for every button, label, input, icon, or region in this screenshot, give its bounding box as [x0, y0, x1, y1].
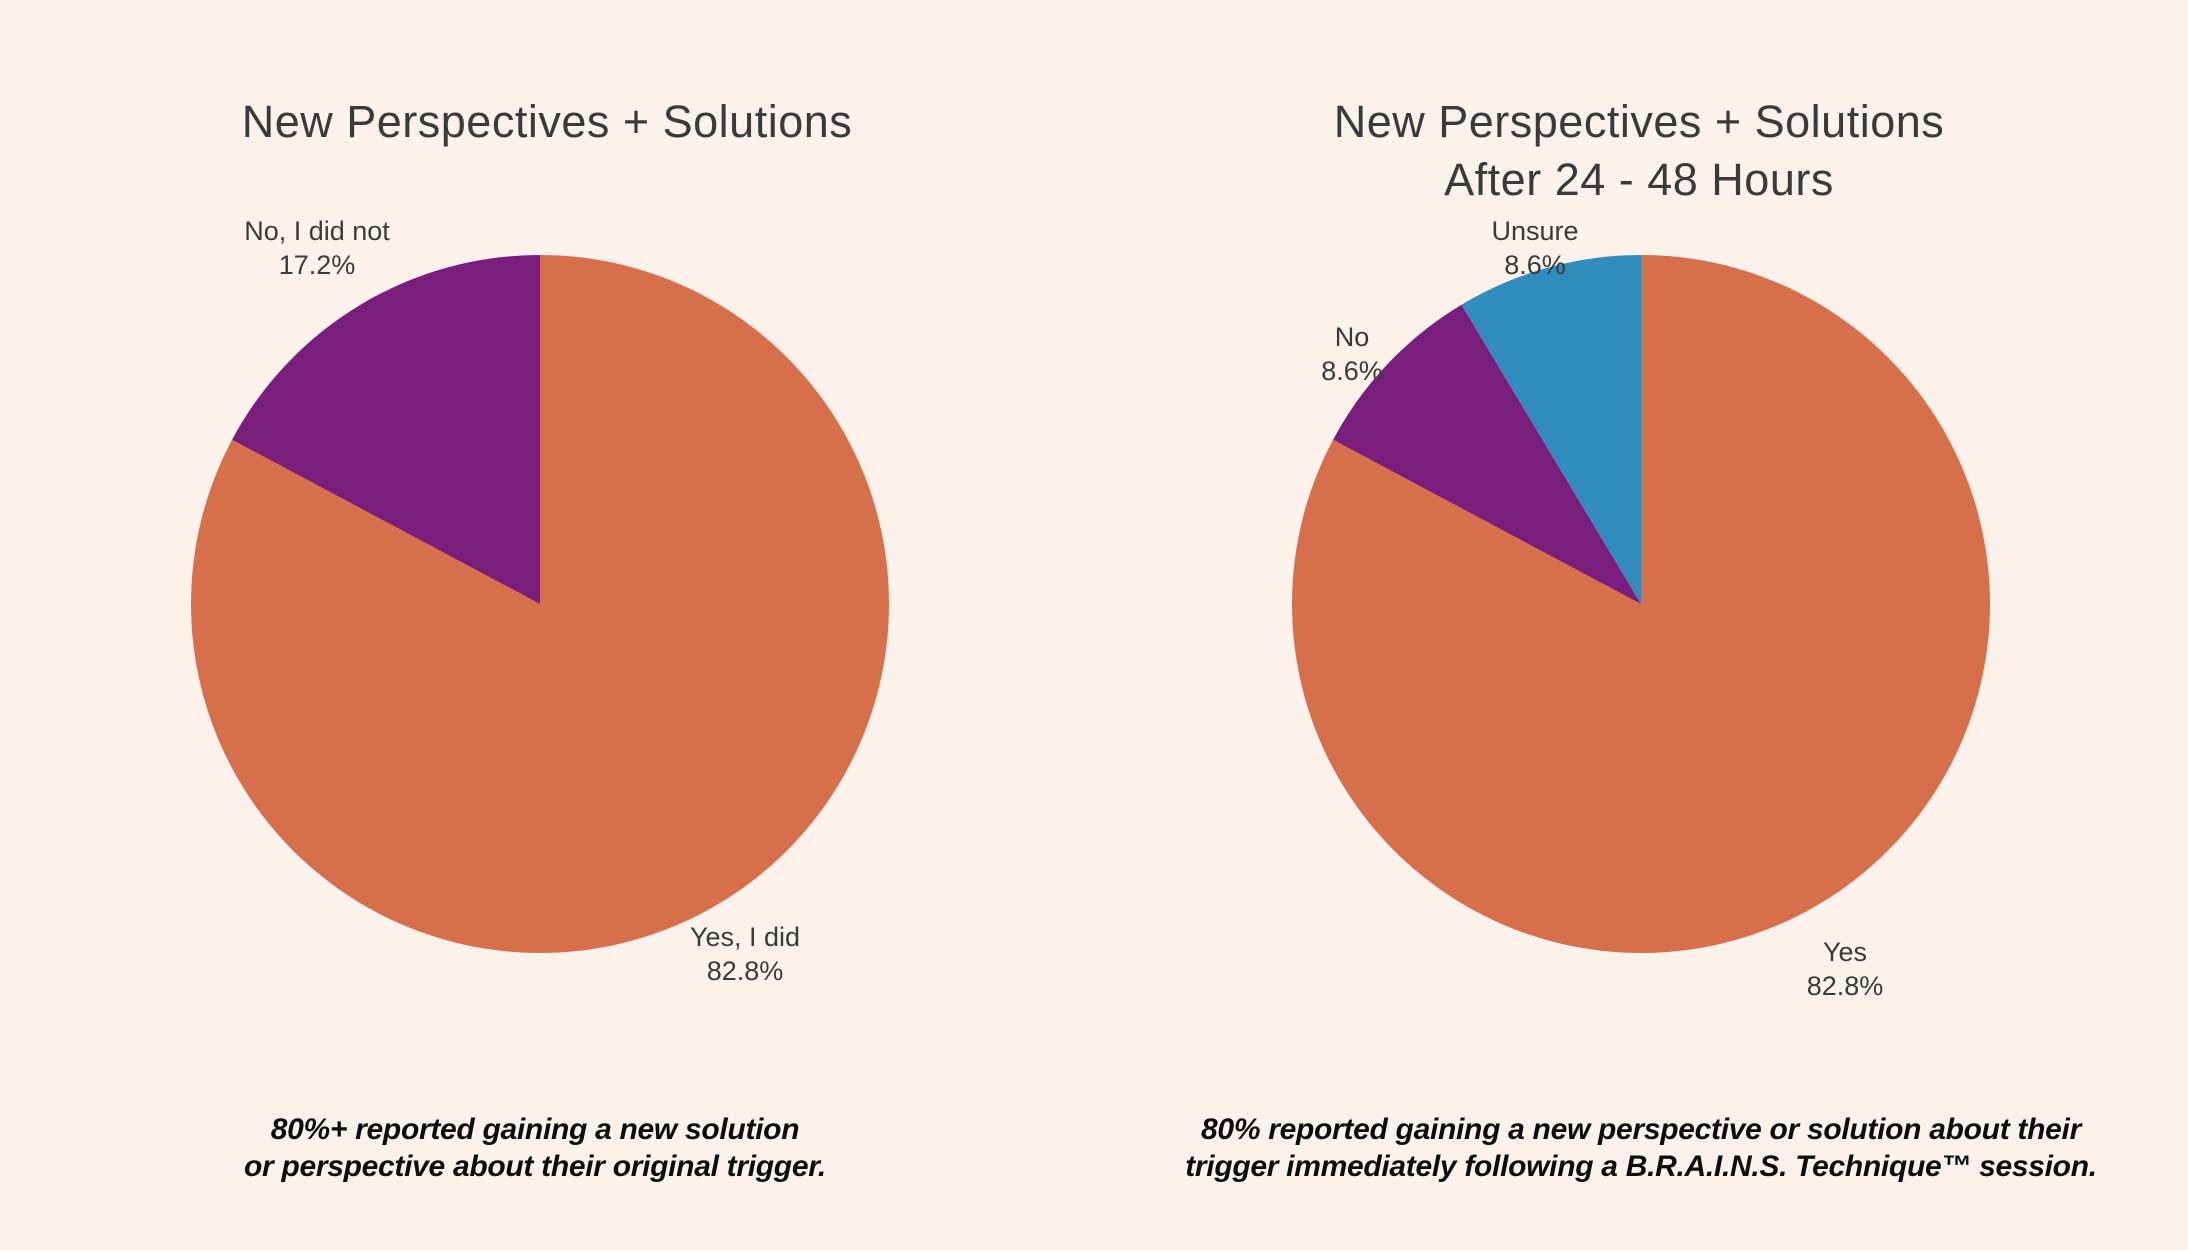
left-chart-title: New Perspectives + Solutions [241, 96, 853, 148]
left-chart-caption: 80%+ reported gaining a new solution or … [244, 1111, 826, 1185]
left-pie-chart [190, 255, 889, 953]
slice-label-text: No, I did not [244, 216, 390, 246]
right-chart-caption: 80% reported gaining a new perspective o… [1185, 1111, 2097, 1185]
slice-label-text: Yes [1822, 937, 1868, 967]
slice-label-text: No [1334, 322, 1370, 352]
slice-label-unsure: Unsure 8.6% [1491, 214, 1578, 282]
slice-label-percent: 82.8% [706, 956, 784, 986]
slice-label-no: No 8.6% [1321, 320, 1383, 388]
slice-label-yes-i-did: Yes, I did 82.8% [690, 920, 800, 988]
title-line-2: After 24 - 48 Hours [1444, 154, 1834, 206]
right-chart-title: New Perspectives + Solutions After 24 - … [1334, 93, 1945, 209]
caption-line-1: 80%+ reported gaining a new solution [270, 1113, 800, 1146]
slice-label-text: Yes, I did [689, 922, 801, 952]
slice-label-no-i-did-not: No, I did not 17.2% [244, 214, 390, 282]
right-pie-chart [1291, 255, 1990, 953]
caption-line-1: 80% reported gaining a new perspective o… [1201, 1113, 2081, 1146]
title-line-1: New Perspectives + Solutions [1333, 96, 1945, 148]
slice-label-text: Unsure [1491, 216, 1579, 246]
slice-label-percent: 82.8% [1806, 971, 1884, 1001]
pie-slice-no-i-did-not [232, 255, 540, 604]
pie-slice-unsure [1461, 255, 1641, 604]
slice-label-percent: 8.6% [1321, 356, 1383, 386]
slice-label-percent: 17.2% [278, 250, 356, 280]
slice-label-percent: 8.6% [1504, 250, 1566, 280]
pie-slice-yes-i-did [190, 255, 889, 953]
pie-slice-yes [1291, 255, 1990, 953]
caption-line-2: trigger immediately following a B.R.A.I.… [1185, 1150, 2097, 1183]
pie-slice-no [1333, 304, 1641, 604]
slice-label-yes: Yes 82.8% [1807, 935, 1884, 1003]
caption-line-2: or perspective about their original trig… [244, 1150, 826, 1183]
